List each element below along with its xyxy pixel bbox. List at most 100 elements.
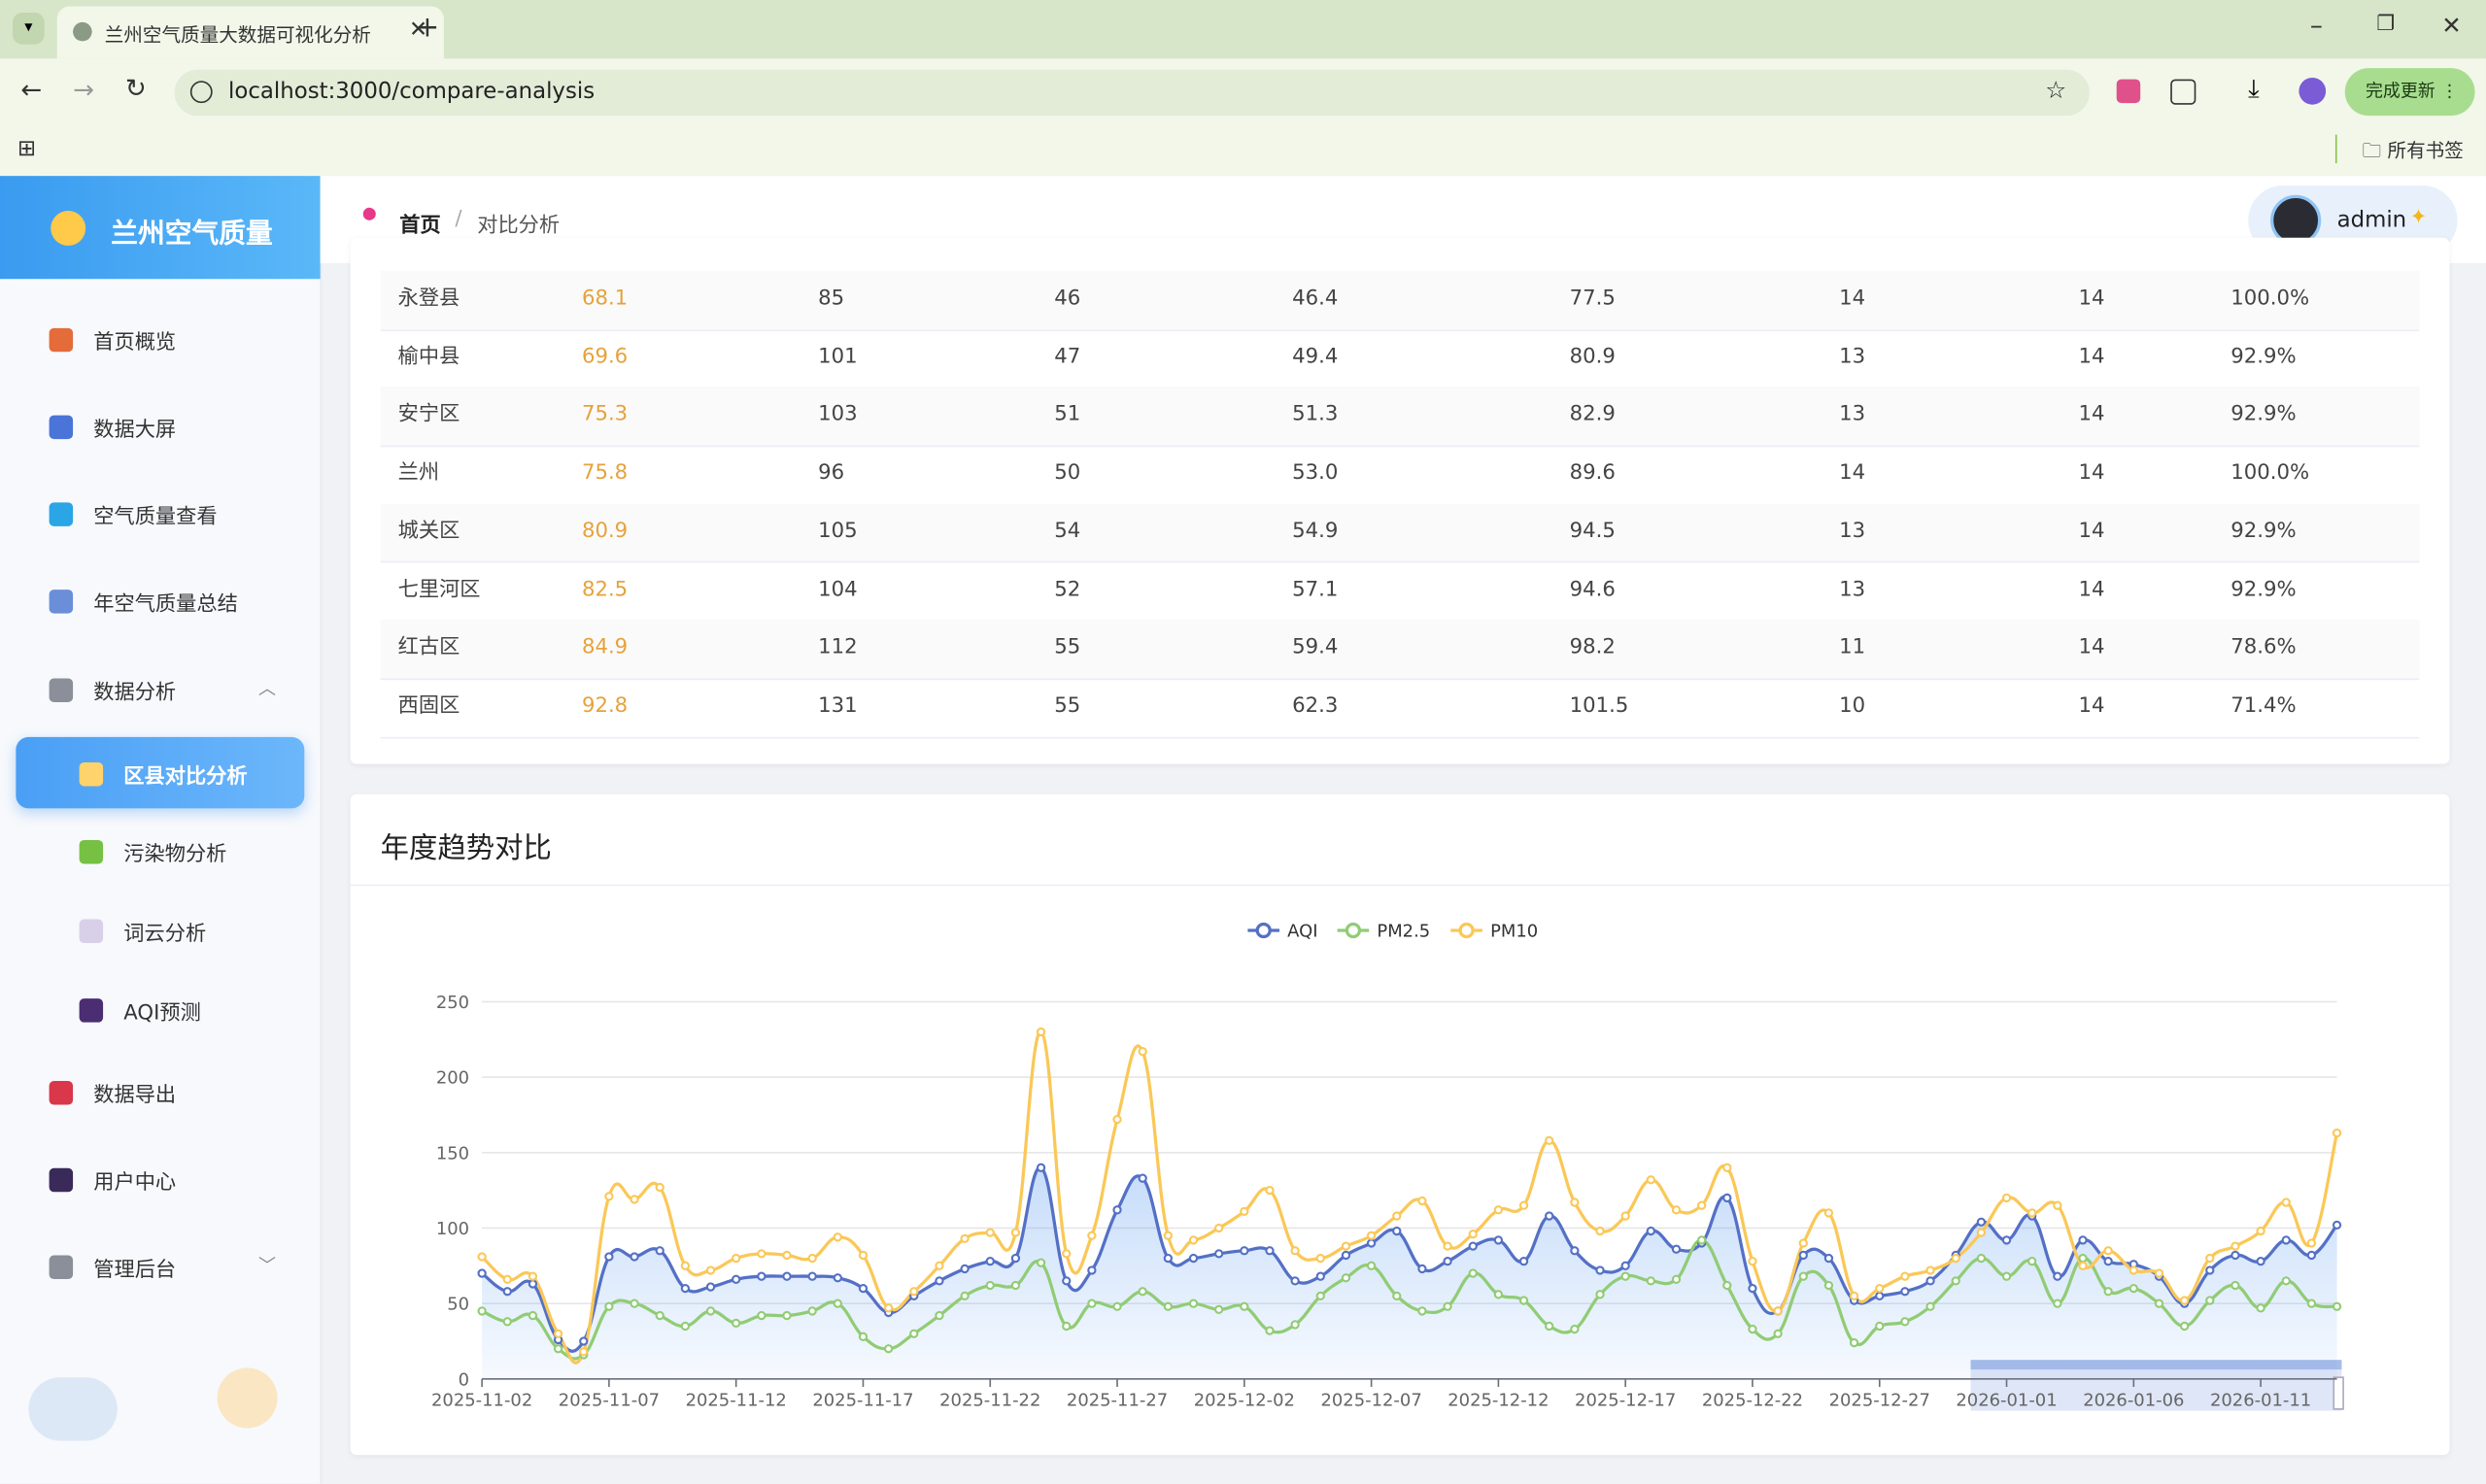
table-cell: 85 [818,287,845,311]
point [1417,1306,1427,1316]
table-cell: 13 [1839,403,1866,427]
minimize[interactable]: – [2309,9,2323,40]
table-cell: 46 [1054,287,1081,311]
point [1010,1253,1021,1264]
point [2103,1257,2113,1266]
point [833,1232,842,1242]
menu-item[interactable]: 数据导出 [93,1084,177,1108]
table-cell: 84.9 [581,635,629,660]
profile[interactable] [2299,77,2327,105]
table-cell: 75.3 [581,403,629,427]
update-button[interactable]: 完成更新 ⋮ [2344,68,2475,117]
bookmark-star[interactable]: ☆ [2045,76,2067,105]
url-box[interactable]: localhost:3000/compare-analysis ☆ [174,69,2090,117]
breadcrumb-home[interactable]: 首页 [399,214,441,238]
point [858,1283,868,1294]
menu-item[interactable]: 数据分析 [93,681,177,706]
tab-close[interactable]: ✕ [409,17,428,44]
table-row: 安宁区 75.3 103 51 51.3 82.9 13 14 92.9% [380,387,2420,448]
table-row: 七里河区 82.5 104 52 57.1 94.6 13 14 92.9% [380,562,2420,623]
point [1976,1217,1987,1227]
point [2306,1250,2317,1261]
point [960,1233,970,1244]
tab[interactable]: 兰州空气质量大数据可视化分析 ✕ [56,6,444,59]
table-cell: 55 [1054,693,1081,719]
menu-item[interactable]: 首页概览 [93,331,177,355]
point [807,1306,817,1316]
point [2306,1298,2317,1308]
point [2205,1265,2215,1275]
legend-label: AQI [1287,922,1317,942]
menu-item[interactable]: AQI预测 [123,1001,201,1026]
apps[interactable]: ⊞ [17,136,37,162]
menu-item[interactable]: 管理后台 [93,1258,177,1283]
table-row: 城关区 80.9 105 54 54.9 94.5 13 14 92.9% [380,503,2420,564]
point [757,1271,766,1281]
extensions[interactable] [2170,79,2197,105]
new-tab[interactable]: + [415,11,440,45]
menu-item[interactable]: 空气质量查看 [93,505,218,530]
point [935,1276,944,1286]
point [1341,1273,1351,1283]
zoom-handle[interactable] [2333,1376,2344,1410]
point [2205,1253,2215,1264]
point [705,1265,716,1275]
tab-menu[interactable]: ▾ [13,13,45,45]
menu-icon [49,502,74,526]
legend-label: PM2.5 [1377,922,1430,942]
point [1773,1329,1783,1338]
point [2027,1257,2037,1266]
point [1366,1238,1377,1248]
table-cell: 96 [818,461,845,486]
restore[interactable]: ❐ [2376,13,2396,37]
point [2231,1280,2240,1291]
close-window[interactable]: ✕ [2441,11,2462,40]
legend-marker [1255,922,1272,939]
menu-icon [79,761,104,787]
menu-item[interactable]: 数据大屏 [93,418,177,443]
point [883,1303,894,1313]
menu-icon [79,919,104,944]
point [833,1298,842,1308]
menu-item[interactable]: 年空气质量总结 [93,592,238,617]
point [1290,1246,1300,1256]
reload[interactable]: ↻ [124,73,147,104]
point [1138,1173,1147,1183]
breadcrumb-separator: / [455,207,462,232]
point [1595,1226,1605,1236]
extension[interactable] [2116,79,2141,104]
table-cell: 14 [2078,577,2105,602]
legend-label: PM10 [1490,922,1538,942]
downloads[interactable]: ⤓ [2248,73,2260,104]
point [1062,1276,1072,1286]
active-item [16,736,305,809]
logo[interactable]: 兰州空气质量 [0,176,321,280]
x-tick-label: 2025-11-12 [686,1391,787,1411]
back[interactable]: ← [20,74,43,105]
point [705,1282,716,1292]
point [1925,1276,1935,1286]
divider [350,884,2450,887]
table-cell: 92.9% [2231,403,2297,427]
table-row: 西固区 92.8 131 55 62.3 101.5 10 14 71.4% [380,678,2420,738]
breadcrumb-current: 对比分析 [477,214,561,238]
point [477,1252,487,1262]
x-tick-label: 2025-11-02 [431,1391,532,1411]
forward[interactable]: → [73,74,94,105]
point [1748,1283,1757,1294]
menu-item[interactable]: 用户中心 [93,1171,177,1196]
menu-item[interactable]: 区县对比分析 [123,765,248,790]
all-bookmarks[interactable]: 🗀 所有书签 [2362,139,2464,162]
point [1214,1223,1224,1233]
table-cell: 50 [1054,461,1081,486]
menu-item[interactable]: 污染物分析 [123,843,227,867]
tab-icon [73,21,92,42]
point [1366,1261,1377,1270]
point [2027,1208,2037,1218]
table-cell: 红古区 [397,635,460,660]
legend-marker [1458,922,1475,939]
point [2332,1220,2342,1231]
site-info[interactable] [189,81,213,104]
menu-item[interactable]: 词云分析 [123,922,207,947]
point [858,1332,868,1341]
